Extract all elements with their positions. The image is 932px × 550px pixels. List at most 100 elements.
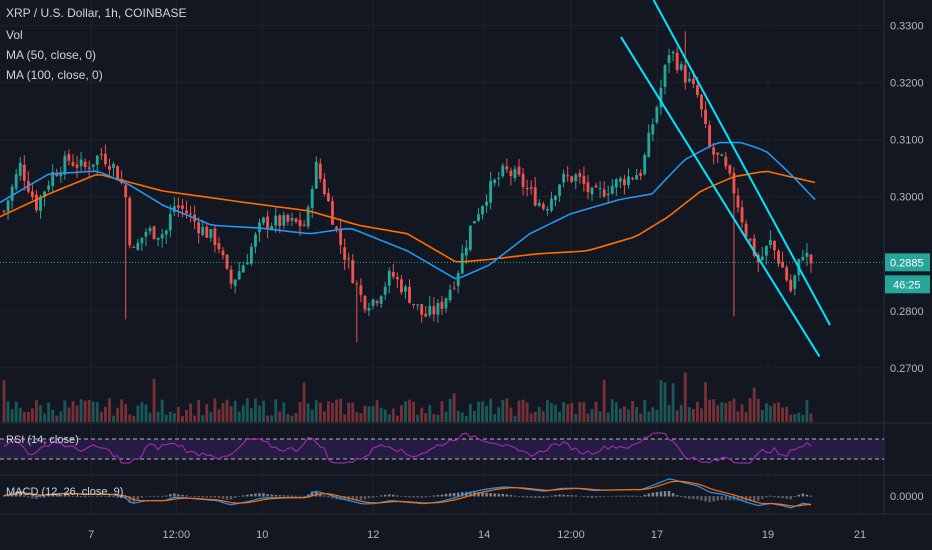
macd-histogram-bar	[550, 495, 553, 497]
volume-bar	[132, 415, 136, 422]
candle-body	[217, 243, 221, 250]
volume-bar	[193, 415, 197, 422]
volume-bar	[209, 412, 213, 422]
macd-histogram-bar	[688, 496, 691, 499]
volume-bar	[314, 400, 318, 422]
macd-histogram-bar	[404, 496, 407, 498]
volume-bar	[412, 401, 416, 422]
macd-histogram-bar	[197, 496, 200, 498]
macd-histogram-bar	[189, 496, 192, 497]
candle-body	[83, 161, 87, 168]
volume-bar	[781, 407, 785, 422]
macd-histogram-bar	[805, 494, 809, 497]
candle-body	[464, 247, 468, 256]
volume-bar	[35, 400, 38, 422]
candle-body	[375, 301, 379, 304]
macd-histogram-bar	[424, 496, 427, 498]
candle-body	[732, 172, 736, 194]
volume-bar	[623, 406, 626, 422]
macd-histogram-bar	[100, 495, 103, 497]
candle-body	[10, 186, 14, 201]
candle-body	[63, 155, 67, 175]
candle-body	[428, 305, 432, 316]
candle-body	[704, 109, 707, 124]
trendline	[620, 36, 821, 357]
candle-body	[744, 223, 748, 237]
ma100-line	[0, 170, 816, 263]
candle-body	[793, 275, 797, 289]
macd-histogram-bar	[298, 495, 302, 497]
volume-bar	[55, 415, 59, 422]
candle-body	[266, 216, 270, 229]
candle-body	[582, 175, 586, 185]
macd-histogram-bar	[278, 495, 281, 497]
macd-indicator-label[interactable]: MACD (12, 26, close, 9)	[6, 486, 124, 498]
macd-histogram-bar	[108, 496, 111, 497]
volume-bar	[233, 400, 237, 422]
macd-histogram-bar	[87, 496, 91, 497]
macd-histogram-bar	[327, 496, 330, 498]
candle-body	[610, 185, 614, 194]
candle-body	[671, 51, 675, 54]
candle-body	[448, 289, 452, 301]
macd-histogram-bar	[659, 491, 663, 497]
candle-body	[679, 64, 683, 70]
symbol-title[interactable]: XRP / U.S. Dollar, 1h, COINBASE	[6, 6, 187, 20]
volume-bar	[525, 402, 529, 422]
candle-body	[205, 226, 209, 238]
macd-histogram-bar	[294, 495, 298, 497]
candle-body	[201, 226, 205, 235]
candle-body	[716, 152, 720, 155]
candle-body	[655, 107, 659, 123]
candle-body	[570, 176, 574, 182]
candle-body	[363, 296, 367, 310]
vol-indicator-label[interactable]: Vol	[6, 28, 23, 42]
candle-body	[14, 174, 18, 189]
volume-bar	[720, 402, 724, 422]
volume-bar	[566, 404, 570, 422]
candle-body	[785, 267, 789, 281]
ma100-indicator-label[interactable]: MA (100, close, 0)	[6, 68, 103, 82]
candle-body	[339, 228, 343, 245]
macd-histogram-bar	[323, 495, 326, 497]
volume-bar	[2, 380, 6, 422]
macd-histogram-bar	[416, 496, 419, 498]
candle-body	[493, 179, 497, 184]
volume-bar	[43, 413, 46, 422]
macd-histogram-bar	[379, 495, 383, 497]
volume-bar	[582, 402, 586, 422]
volume-bar	[716, 405, 720, 422]
macd-histogram-bar	[355, 496, 359, 500]
candle-body	[148, 228, 152, 232]
candle-body	[254, 234, 257, 247]
candle-body	[2, 210, 6, 212]
rsi-indicator-label[interactable]: RSI (14, close)	[6, 434, 79, 446]
candle-body	[562, 173, 566, 183]
volume-bar	[436, 414, 440, 422]
macd-histogram-bar	[444, 493, 448, 497]
volume-bar	[87, 399, 91, 422]
candle-body	[618, 178, 622, 182]
macd-histogram-bar	[513, 495, 517, 497]
candle-body	[566, 175, 570, 177]
candle-body	[497, 177, 501, 179]
macd-histogram-bar	[306, 494, 310, 497]
ma50-indicator-label[interactable]: MA (50, close, 0)	[6, 48, 97, 62]
macd-histogram-bar	[213, 496, 217, 498]
volume-bar	[416, 414, 420, 422]
candle-body	[197, 222, 201, 234]
volume-bar	[249, 408, 253, 422]
candle-body	[545, 208, 549, 211]
candle-body	[752, 238, 756, 256]
volume-bar	[318, 402, 322, 422]
volume-bar	[302, 382, 306, 422]
macd-histogram-bar	[173, 493, 176, 497]
volume-bar	[460, 412, 464, 422]
macd-histogram-bar	[521, 496, 525, 498]
volume-bar	[610, 399, 614, 422]
time-tick-label: 17	[651, 529, 663, 541]
candle-body	[278, 215, 282, 226]
macd-histogram-bar	[104, 496, 107, 497]
candle-body	[99, 154, 103, 156]
